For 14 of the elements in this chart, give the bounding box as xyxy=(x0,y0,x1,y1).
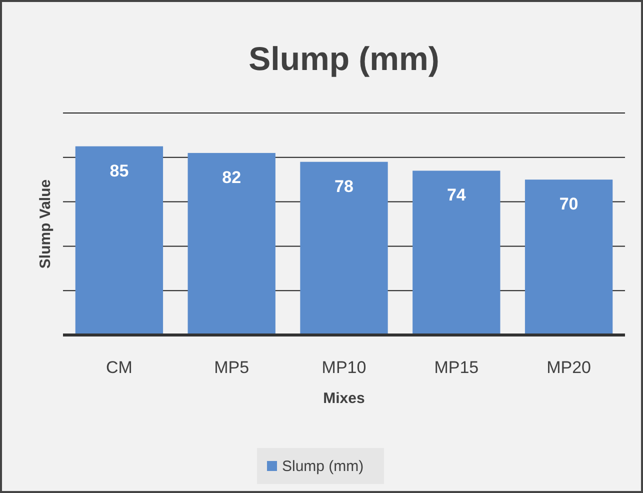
x-tick-label: MP5 xyxy=(214,358,250,377)
x-tick-label: CM xyxy=(106,358,132,377)
x-axis-title: Mixes xyxy=(323,390,365,407)
data-label: 70 xyxy=(559,194,578,214)
x-tick-label: MP15 xyxy=(434,358,479,377)
data-label: 74 xyxy=(446,186,466,205)
x-tick-label: MP20 xyxy=(546,358,592,377)
data-label: 78 xyxy=(334,176,354,196)
legend-label: Slump (mm) xyxy=(282,458,364,475)
chart-title: Slump (mm) xyxy=(248,40,440,77)
y-axis-title: Slump Value xyxy=(37,179,54,269)
data-label: 85 xyxy=(110,161,129,180)
x-tick-label: MP10 xyxy=(322,358,366,377)
data-label: 82 xyxy=(222,168,242,187)
